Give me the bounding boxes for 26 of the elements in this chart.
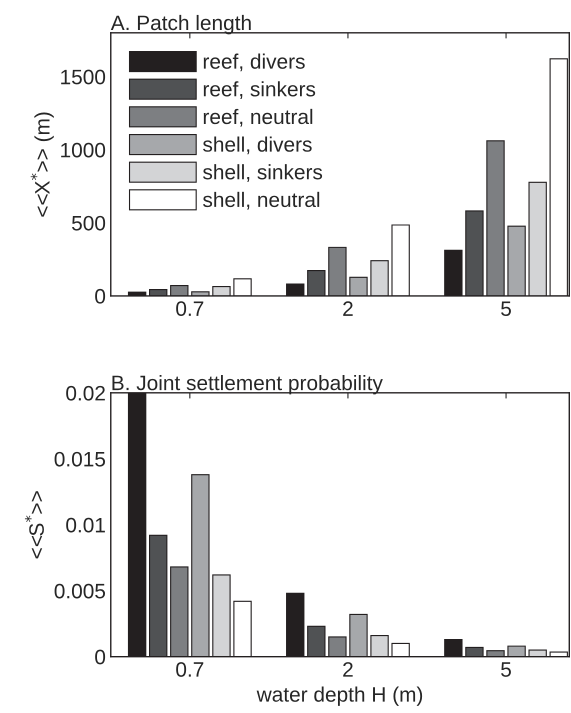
y-tick-label: 500 bbox=[72, 216, 106, 231]
legend-label: reef, divers bbox=[204, 54, 305, 72]
y-tick-label: 0.015 bbox=[54, 452, 106, 467]
y-axis-title: <<X$^{*}$>> (m) bbox=[30, 112, 54, 217]
legend-label: shell, neutral bbox=[203, 192, 320, 210]
y-tick-label: 0.02 bbox=[66, 386, 105, 401]
legend-label: reef, neutral bbox=[204, 108, 312, 127]
y-tick-label: 0.01 bbox=[66, 518, 105, 533]
y-tick-label: 0 bbox=[95, 650, 106, 664]
x-tick-label: 0.7 bbox=[176, 301, 204, 316]
legend-label: reef, sinkers bbox=[204, 81, 316, 99]
y-tick-label: 0.005 bbox=[54, 584, 106, 598]
chart-title: B. Joint settlement probability bbox=[112, 374, 383, 394]
legend-label: shell, sinkers bbox=[203, 164, 322, 182]
y-tick-label: 1500 bbox=[61, 70, 106, 84]
x-tick-label: 2 bbox=[343, 662, 353, 677]
chart-title: A. Patch length bbox=[110, 14, 251, 34]
x-tick-label: 2 bbox=[343, 301, 353, 316]
x-axis-title: water depth H (m) bbox=[256, 686, 422, 706]
y-axis-title: <<S$^{*}$>> bbox=[24, 491, 44, 558]
y-tick-label: 1000 bbox=[61, 142, 106, 158]
x-tick-label: 5 bbox=[501, 662, 511, 677]
legend-label: shell, divers bbox=[203, 136, 312, 154]
y-tick-label: 0 bbox=[95, 288, 106, 304]
x-tick-label: 5 bbox=[501, 302, 511, 316]
x-tick-label: 0.7 bbox=[176, 662, 204, 677]
